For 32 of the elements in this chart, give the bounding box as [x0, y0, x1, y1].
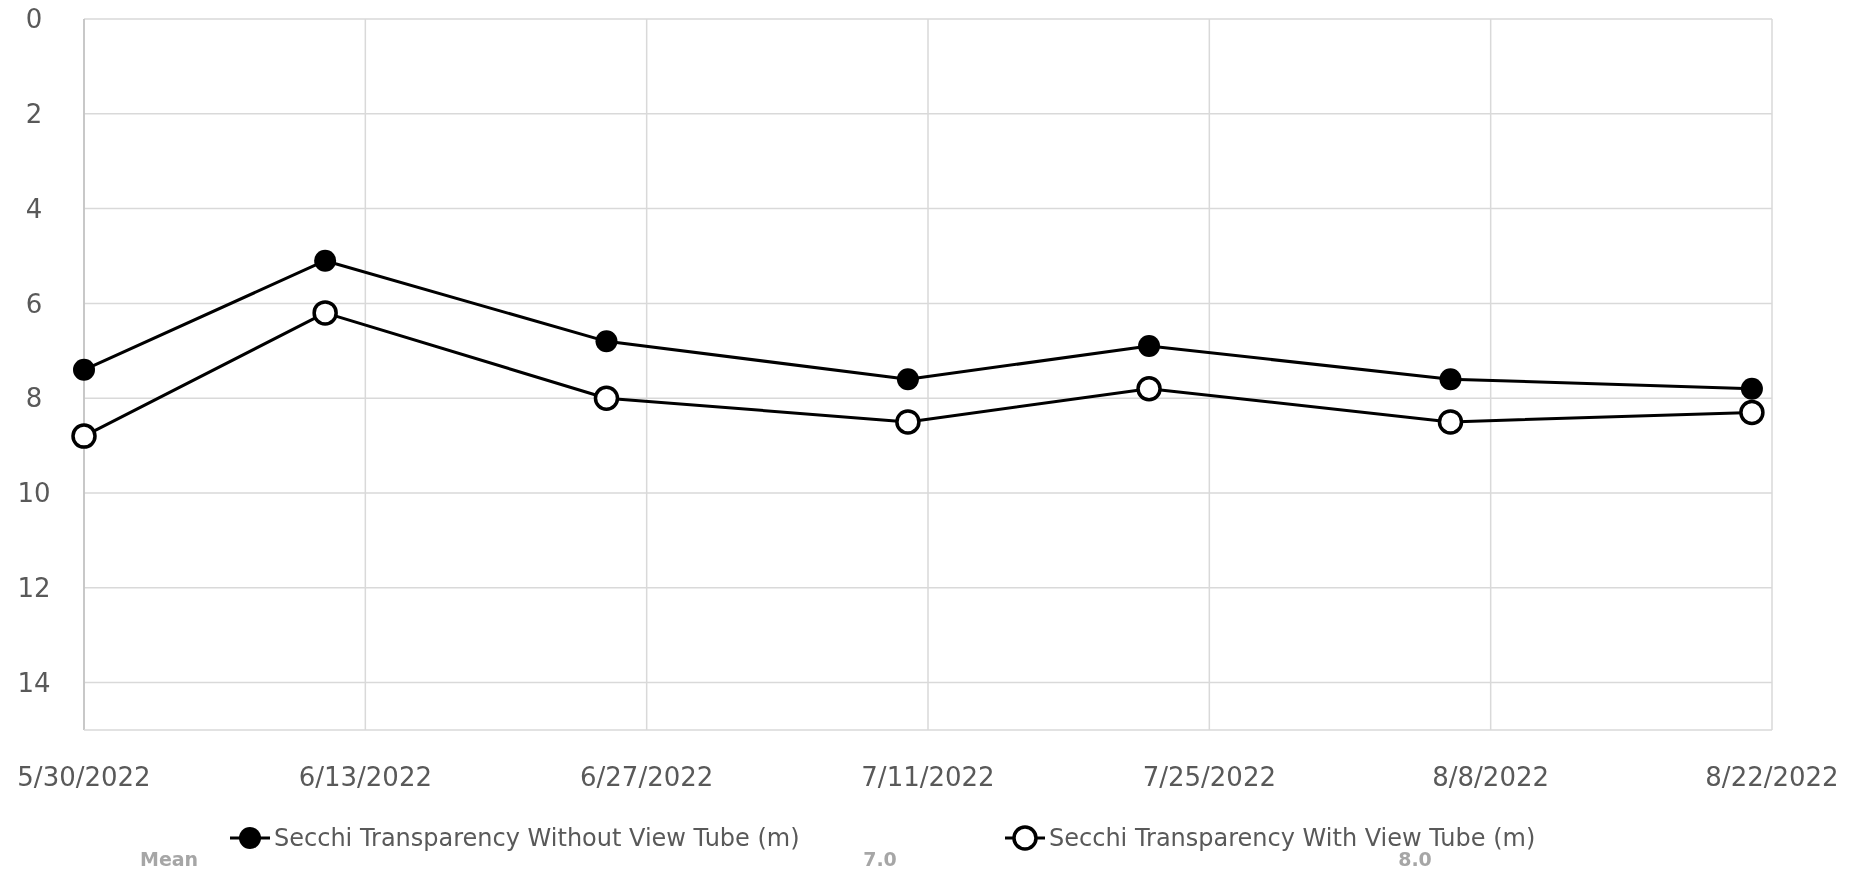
point	[1437, 409, 1464, 435]
y-tick-label: 12	[17, 572, 51, 603]
x-tick-label: 6/13/2022	[298, 762, 432, 792]
point	[1136, 375, 1162, 402]
point	[895, 409, 921, 435]
y-tick-label: 14	[17, 667, 51, 698]
point	[595, 330, 618, 353]
x-tick-label: 8/22/2022	[1705, 762, 1839, 792]
x-tick-label: 7/11/2022	[861, 762, 995, 792]
point	[312, 300, 338, 326]
x-tick-label: 7/25/2022	[1142, 762, 1276, 792]
point	[1439, 368, 1462, 391]
point	[71, 423, 97, 449]
point	[1138, 335, 1161, 358]
point	[896, 368, 919, 391]
y-tick-label: 8	[25, 383, 43, 414]
point	[314, 249, 337, 272]
x-tick-label: 6/27/2022	[580, 762, 714, 792]
point	[1739, 399, 1765, 426]
y-tick-label: 10	[17, 478, 51, 509]
x-tick-label: 5/30/2022	[17, 762, 151, 792]
y-tick-label: 6	[25, 288, 43, 319]
text: Mean	[140, 848, 199, 870]
point	[73, 358, 95, 381]
legend-label: Secchi Transparency Without View Tube (m)	[274, 824, 800, 853]
x-tick-label: 8/8/2022	[1432, 762, 1550, 792]
point	[1740, 377, 1763, 400]
text: 7.0	[863, 848, 897, 870]
y-tick-label: 4	[25, 193, 43, 224]
y-tick-label: 0	[25, 4, 43, 35]
point	[593, 385, 620, 411]
y-tick-label: 2	[25, 98, 43, 129]
